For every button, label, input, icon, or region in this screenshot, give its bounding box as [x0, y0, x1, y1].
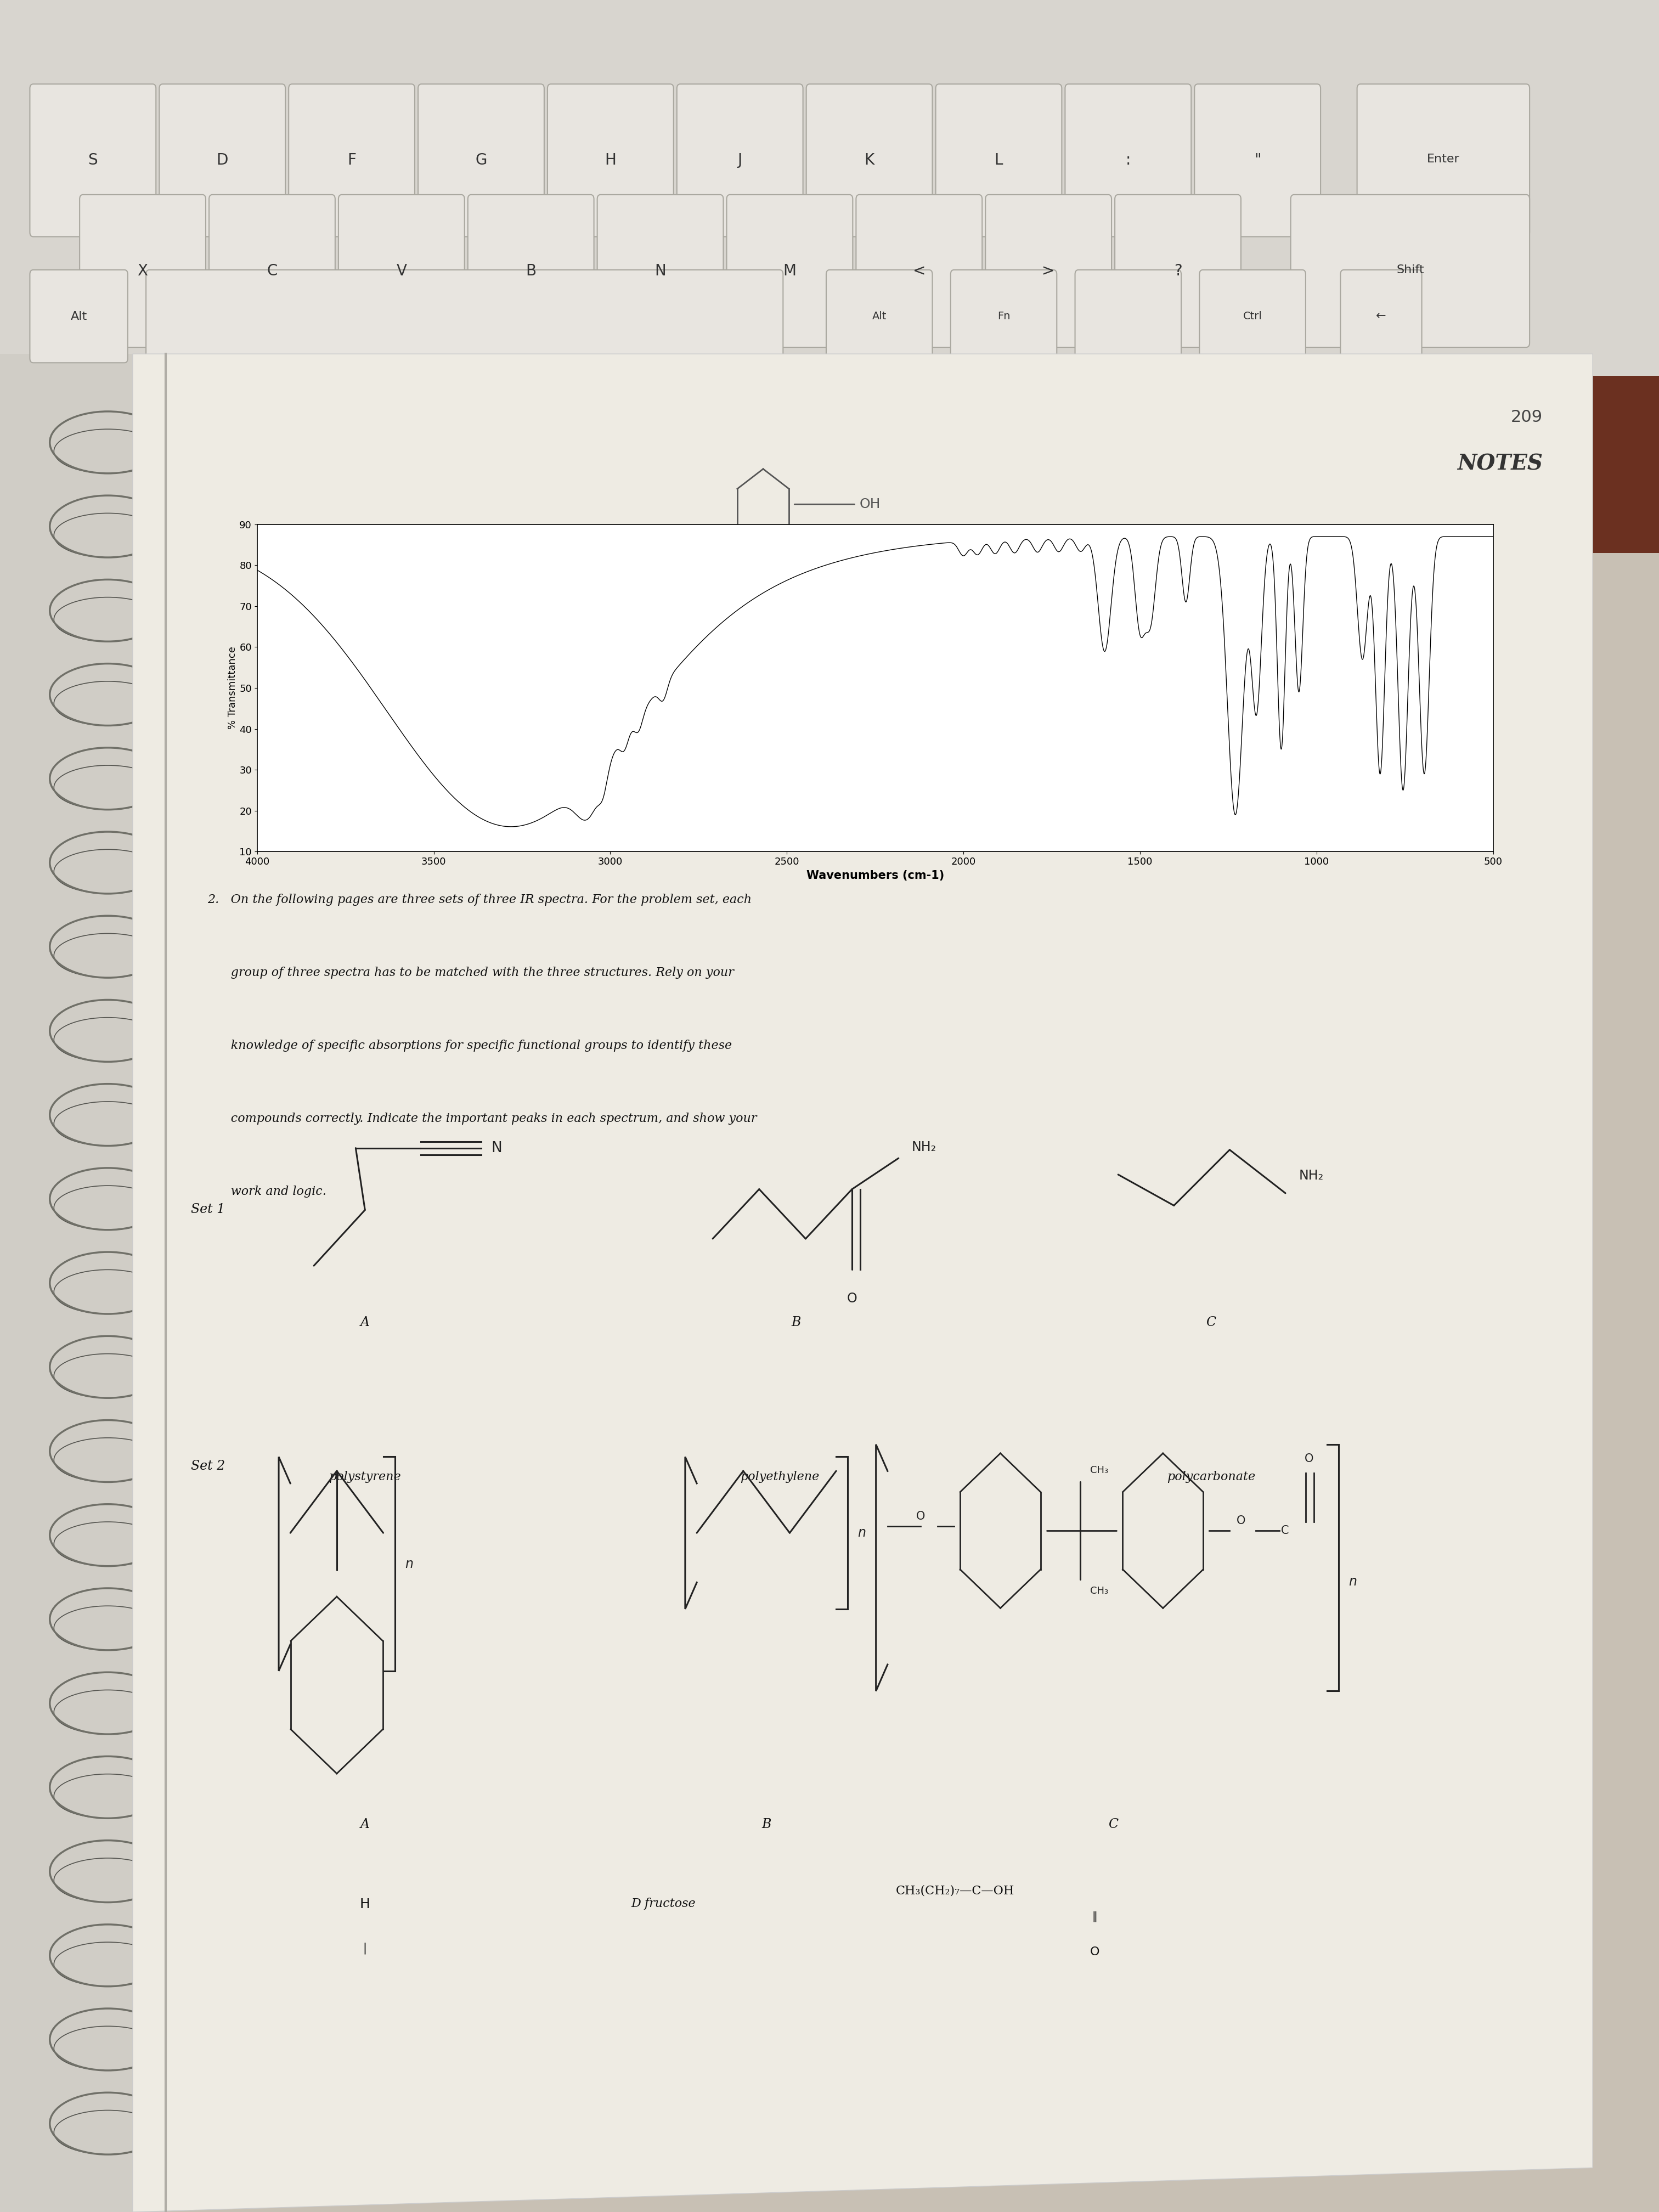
- Text: polystyrene: polystyrene: [328, 1471, 401, 1482]
- FancyBboxPatch shape: [856, 195, 982, 347]
- Text: D fructose: D fructose: [632, 1898, 695, 1909]
- Text: A: A: [360, 1316, 370, 1329]
- FancyBboxPatch shape: [951, 270, 1057, 363]
- Text: O: O: [916, 1511, 926, 1522]
- FancyBboxPatch shape: [289, 84, 415, 237]
- Text: O: O: [1304, 1453, 1314, 1464]
- Text: J: J: [738, 153, 742, 168]
- Text: Ctrl: Ctrl: [1243, 312, 1262, 321]
- Text: work and logic.: work and logic.: [207, 1186, 327, 1197]
- Text: L: L: [994, 153, 1004, 168]
- Text: 2.   On the following pages are three sets of three IR spectra. For the problem : 2. On the following pages are three sets…: [207, 894, 752, 905]
- Text: N: N: [491, 1141, 503, 1155]
- Text: ?: ?: [1175, 263, 1181, 279]
- Text: 209: 209: [1511, 409, 1543, 425]
- FancyBboxPatch shape: [1194, 84, 1321, 237]
- FancyBboxPatch shape: [826, 270, 932, 363]
- FancyBboxPatch shape: [1115, 195, 1241, 347]
- Text: group of three spectra has to be matched with the three structures. Rely on your: group of three spectra has to be matched…: [207, 967, 733, 978]
- Text: Alt: Alt: [70, 312, 88, 321]
- FancyBboxPatch shape: [806, 84, 932, 237]
- Text: N: N: [655, 263, 665, 279]
- FancyBboxPatch shape: [80, 195, 206, 347]
- Text: C: C: [267, 263, 277, 279]
- Text: |: |: [363, 1942, 367, 1953]
- Text: K: K: [864, 153, 874, 168]
- Text: <: <: [912, 263, 926, 279]
- Text: ‖: ‖: [1092, 1911, 1098, 1922]
- Text: O: O: [1090, 1947, 1100, 1958]
- Text: A: A: [360, 1818, 370, 1832]
- Text: Set 1: Set 1: [191, 1203, 226, 1217]
- Text: B: B: [526, 263, 536, 279]
- FancyBboxPatch shape: [159, 84, 285, 237]
- Text: O: O: [846, 1292, 858, 1305]
- FancyBboxPatch shape: [30, 84, 156, 237]
- Text: H: H: [360, 1898, 370, 1911]
- Text: B: B: [791, 1316, 801, 1329]
- Text: C: C: [1206, 1316, 1216, 1329]
- Text: ←: ←: [1375, 312, 1387, 321]
- Text: CH₃(CH₂)₇—C—OH: CH₃(CH₂)₇—C—OH: [896, 1885, 1015, 1896]
- Text: M: M: [783, 263, 796, 279]
- Text: :: :: [1125, 153, 1131, 168]
- Text: CH₃: CH₃: [1090, 1467, 1108, 1475]
- Text: CH₃: CH₃: [1090, 1586, 1108, 1595]
- Text: C: C: [1281, 1526, 1289, 1535]
- FancyBboxPatch shape: [1357, 84, 1530, 237]
- Text: C: C: [1108, 1818, 1118, 1832]
- FancyBboxPatch shape: [936, 84, 1062, 237]
- Text: Fn: Fn: [997, 312, 1010, 321]
- Text: >: >: [1042, 263, 1055, 279]
- Text: polycarbonate: polycarbonate: [1166, 1471, 1256, 1482]
- Text: Alt: Alt: [873, 312, 886, 321]
- FancyBboxPatch shape: [1065, 84, 1191, 237]
- Text: knowledge of specific absorptions for specific functional groups to identify the: knowledge of specific absorptions for sp…: [207, 1040, 732, 1051]
- Polygon shape: [1526, 0, 1659, 553]
- FancyBboxPatch shape: [1075, 270, 1181, 363]
- Text: Enter: Enter: [1427, 155, 1460, 164]
- FancyBboxPatch shape: [597, 195, 723, 347]
- Text: S: S: [88, 153, 98, 168]
- Text: G: G: [474, 153, 488, 168]
- FancyBboxPatch shape: [209, 195, 335, 347]
- Polygon shape: [0, 0, 1659, 376]
- FancyBboxPatch shape: [547, 84, 674, 237]
- Text: polyethylene: polyethylene: [740, 1471, 820, 1482]
- FancyBboxPatch shape: [1291, 195, 1530, 347]
- Text: Set 2: Set 2: [191, 1460, 226, 1473]
- FancyBboxPatch shape: [418, 84, 544, 237]
- Text: OH: OH: [859, 498, 881, 511]
- FancyBboxPatch shape: [146, 270, 783, 363]
- Text: NOTES: NOTES: [1457, 453, 1543, 473]
- FancyBboxPatch shape: [338, 195, 465, 347]
- FancyBboxPatch shape: [985, 195, 1112, 347]
- Text: ": ": [1254, 153, 1261, 168]
- Text: V: V: [397, 263, 406, 279]
- FancyBboxPatch shape: [727, 195, 853, 347]
- FancyBboxPatch shape: [30, 270, 128, 363]
- Text: NH₂: NH₂: [1299, 1168, 1324, 1181]
- FancyBboxPatch shape: [1199, 270, 1306, 363]
- Text: n: n: [1349, 1575, 1357, 1588]
- Text: compounds correctly. Indicate the important peaks in each spectrum, and show you: compounds correctly. Indicate the import…: [207, 1113, 757, 1124]
- Text: H: H: [606, 153, 615, 168]
- Text: NH₂: NH₂: [912, 1141, 937, 1155]
- Text: n: n: [405, 1557, 413, 1571]
- FancyBboxPatch shape: [468, 195, 594, 347]
- Text: Shift: Shift: [1397, 265, 1423, 274]
- Y-axis label: % Transmittance: % Transmittance: [227, 646, 237, 730]
- Text: B: B: [761, 1818, 771, 1832]
- Text: F: F: [347, 153, 357, 168]
- Text: X: X: [138, 263, 148, 279]
- Text: D: D: [216, 153, 229, 168]
- X-axis label: Wavenumbers (cm-1): Wavenumbers (cm-1): [806, 869, 944, 880]
- Text: O: O: [1236, 1515, 1246, 1526]
- Polygon shape: [133, 354, 1593, 2212]
- Text: n: n: [858, 1526, 866, 1540]
- FancyBboxPatch shape: [1340, 270, 1422, 363]
- FancyBboxPatch shape: [677, 84, 803, 237]
- Polygon shape: [0, 354, 166, 2212]
